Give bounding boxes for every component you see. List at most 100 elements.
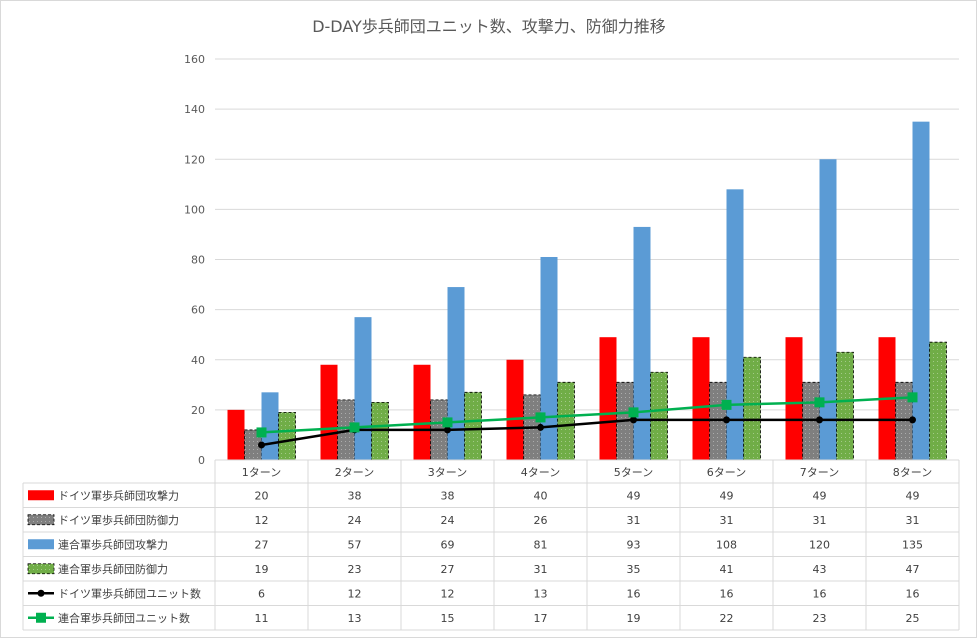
data-label: 26	[534, 514, 548, 527]
data-label: 31	[627, 514, 641, 527]
data-label: 31	[534, 563, 548, 576]
y-tick-label: 160	[184, 53, 205, 66]
bar	[447, 287, 465, 460]
data-table: 1ターン 2ターン 3ターン 4ターン 5ターン 6ターン 7ターン 8ターンドイツ軍歩兵師団…	[22, 459, 960, 631]
legend-label: ドイツ軍歩兵師団攻撃力	[58, 488, 179, 502]
data-label: 16	[813, 587, 827, 600]
data-label: 31	[720, 514, 734, 527]
data-label: 25	[906, 612, 920, 625]
data-label: 24	[348, 514, 362, 527]
bar	[506, 359, 524, 460]
y-tick-label: 120	[184, 153, 205, 166]
data-label: 38	[441, 489, 455, 502]
data-label: 43	[813, 563, 827, 576]
bar	[692, 337, 710, 460]
data-label: 38	[348, 489, 362, 502]
lines	[256, 392, 918, 449]
data-label: 31	[906, 514, 920, 527]
line-point	[349, 422, 360, 433]
bar	[413, 364, 431, 460]
data-label: 12	[441, 587, 455, 600]
legend-key-marker	[37, 589, 45, 597]
y-tick-label: 80	[191, 254, 205, 267]
data-label: 12	[255, 514, 269, 527]
data-label: 27	[255, 538, 269, 551]
bar	[726, 189, 744, 460]
data-label: 49	[627, 489, 641, 502]
data-label: 108	[716, 538, 737, 551]
bar	[633, 226, 651, 460]
chart-title: D-DAY歩兵師団ユニット数、攻撃力、防御力推移	[312, 17, 666, 36]
category-label: 5ターン	[614, 466, 653, 479]
y-tick-label: 100	[184, 203, 205, 216]
legend-label: ドイツ軍歩兵師団防御力	[58, 513, 179, 527]
line-point	[537, 423, 544, 431]
legend-label: 連合軍歩兵師団攻撃力	[58, 537, 168, 551]
data-label: 23	[348, 563, 362, 576]
line-point	[907, 392, 918, 403]
bar	[227, 409, 245, 460]
y-tick-label: 140	[184, 103, 205, 116]
bars	[227, 121, 947, 461]
category-label: 6ターン	[707, 466, 746, 479]
line-point	[256, 427, 267, 438]
data-label: 13	[348, 612, 362, 625]
bar	[819, 159, 837, 460]
data-label: 24	[441, 514, 455, 527]
data-label: 120	[809, 538, 830, 551]
data-label: 11	[255, 612, 269, 625]
bar	[320, 364, 338, 460]
legend-key	[27, 514, 55, 526]
bar	[278, 411, 296, 461]
data-label: 19	[627, 612, 641, 625]
line-point	[630, 416, 637, 424]
data-label: 23	[813, 612, 827, 625]
legend-label: 連合軍歩兵師団ユニット数	[58, 611, 190, 625]
data-label: 135	[902, 538, 923, 551]
data-label: 16	[906, 587, 920, 600]
data-label: 69	[441, 538, 455, 551]
data-label: 49	[813, 489, 827, 502]
line-point	[442, 417, 453, 428]
bar	[464, 391, 482, 461]
y-tick-label: 20	[191, 404, 205, 417]
bar	[650, 371, 668, 461]
data-label: 35	[627, 563, 641, 576]
category-label: 3ターン	[428, 466, 467, 479]
line-point	[721, 399, 732, 410]
line-point	[535, 412, 546, 423]
y-axis: 0 20 40 60 80 100 120 140 160	[184, 53, 205, 467]
data-label: 41	[720, 563, 734, 576]
category-label: 8ターン	[893, 466, 932, 479]
data-label: 27	[441, 563, 455, 576]
data-label: 47	[906, 563, 920, 576]
legend-key-marker	[36, 612, 46, 623]
data-label: 16	[627, 587, 641, 600]
data-label: 20	[255, 489, 269, 502]
data-label: 6	[258, 587, 265, 600]
bar	[743, 356, 761, 461]
bar	[912, 121, 930, 460]
category-label: 2ターン	[335, 466, 374, 479]
series-line	[261, 418, 913, 447]
legend-key	[28, 539, 54, 550]
line-point	[444, 426, 451, 434]
bar	[261, 392, 279, 460]
y-tick-label: 0	[198, 454, 205, 467]
bar	[540, 256, 558, 460]
series-line	[261, 396, 913, 434]
data-label: 81	[534, 538, 548, 551]
data-label: 49	[906, 489, 920, 502]
line-point	[723, 416, 730, 424]
category-label: 7ターン	[800, 466, 839, 479]
bar	[836, 351, 854, 461]
y-tick-label: 40	[191, 354, 205, 367]
data-label: 19	[255, 563, 269, 576]
data-label: 16	[720, 587, 734, 600]
data-label: 31	[813, 514, 827, 527]
category-label: 4ターン	[521, 466, 560, 479]
bar	[557, 381, 575, 461]
line-point	[258, 441, 265, 449]
